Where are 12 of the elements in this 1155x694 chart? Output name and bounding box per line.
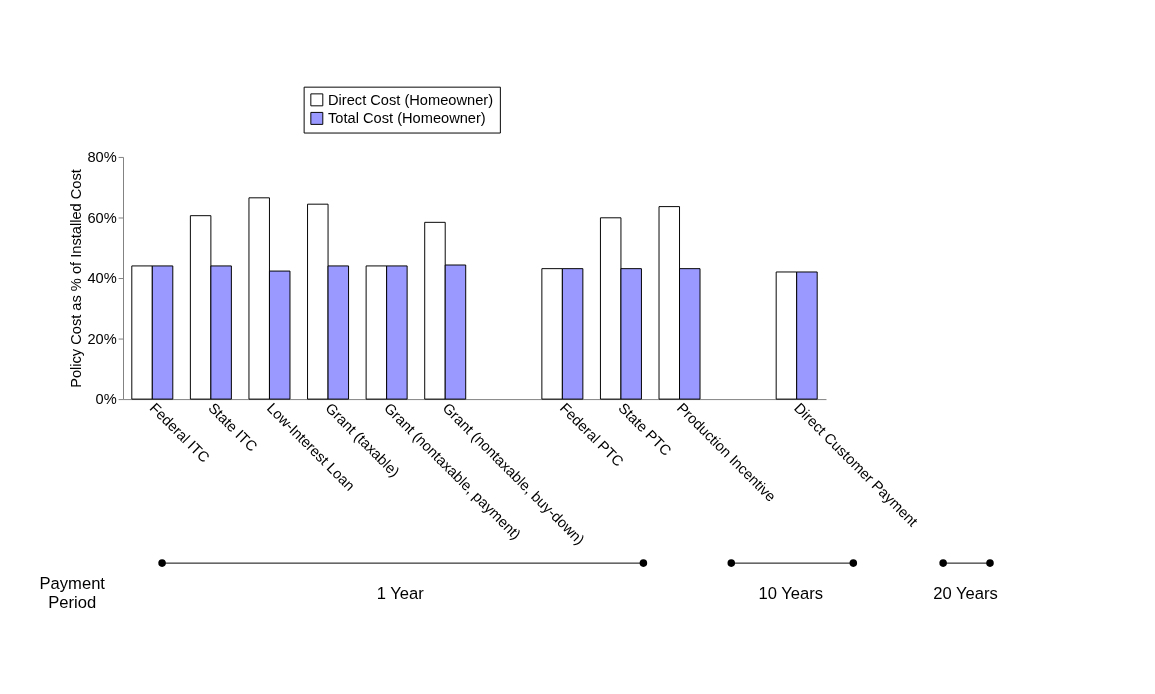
legend-label: Direct Cost (Homeowner) [328, 91, 494, 108]
text: 20 Years [933, 584, 998, 604]
y-tick-label: 20% [87, 330, 117, 347]
legend-label: Total Cost (Homeowner) [328, 110, 486, 127]
y-axis-title: Policy Cost as % of Installed Cost [67, 169, 84, 388]
text: 10 Years [758, 584, 824, 604]
y-tick-label: 40% [87, 270, 117, 287]
text: Payment Period [39, 574, 106, 613]
y-tick-label: 80% [87, 149, 117, 166]
text: 1 Year [376, 584, 425, 604]
y-tick-label: 0% [95, 391, 117, 408]
y-tick-label: 60% [87, 209, 117, 226]
